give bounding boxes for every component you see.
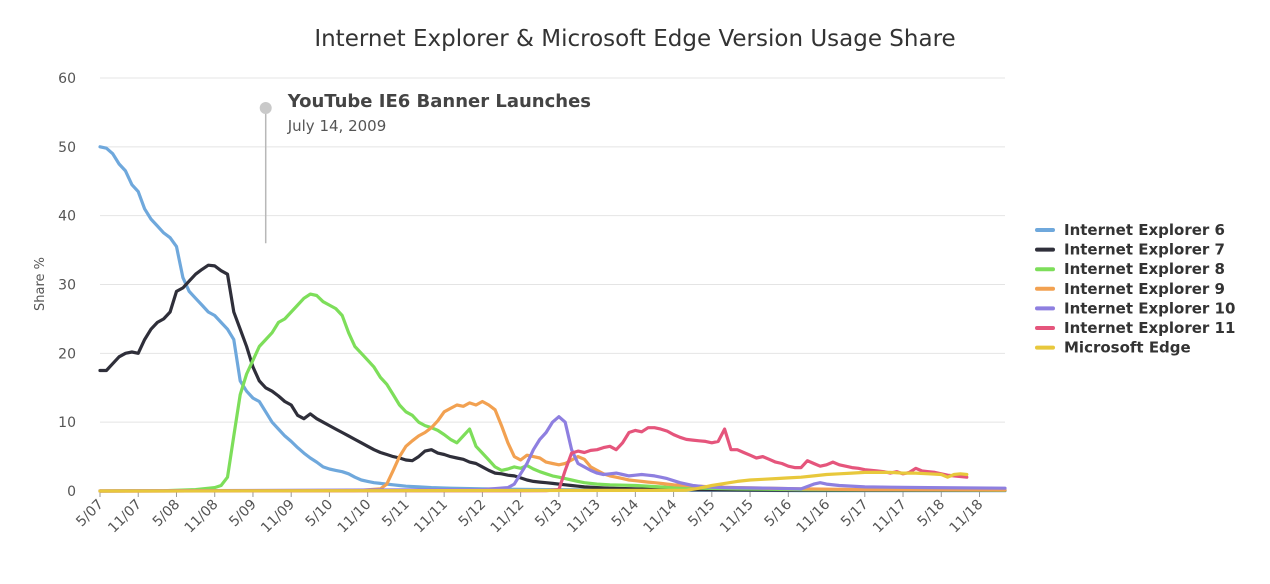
y-tick-label: 60 [58,71,76,87]
legend-item[interactable]: Microsoft Edge [1035,339,1191,357]
y-tick-label: 20 [58,346,76,362]
x-tick-label: 11/18 [946,497,986,537]
chart-title: Internet Explorer & Microsoft Edge Versi… [314,26,955,52]
legend-swatch [1035,306,1055,311]
x-tick-label: 11/13 [564,497,604,537]
series-line-internet-explorer-10 [98,415,1007,493]
x-tick-label: 11/08 [182,497,222,537]
legend-label: Internet Explorer 6 [1064,221,1225,239]
legend-item[interactable]: Internet Explorer 10 [1035,299,1235,317]
series-line-internet-explorer-8 [98,292,1007,493]
legend-item[interactable]: Internet Explorer 11 [1035,319,1235,337]
y-tick-label: 50 [58,140,76,156]
legend-swatch [1035,228,1055,232]
x-tick-label: 5/11 [379,497,413,531]
annotation-marker-dot [259,102,272,114]
x-tick-label: 11/10 [335,497,375,537]
legend-swatch [1035,326,1055,330]
x-tick-label: 5/09 [226,497,260,531]
legend-label: Internet Explorer 11 [1064,319,1235,337]
legend-label: Internet Explorer 9 [1064,280,1225,298]
x-tick-label: 11/07 [105,497,145,537]
legend-swatch [1035,286,1055,291]
x-tick-label: 11/09 [258,497,298,537]
legend-item[interactable]: Internet Explorer 6 [1035,221,1225,239]
y-tick-label: 40 [58,209,76,225]
annotation-date: July 14, 2009 [287,117,387,135]
legend-item[interactable]: Internet Explorer 9 [1035,280,1225,298]
x-tick-label: 5/07 [73,497,107,531]
legend-swatch [1035,267,1055,272]
legend-label: Internet Explorer 7 [1064,241,1225,259]
legend-item[interactable]: Internet Explorer 8 [1035,260,1225,278]
gridlines [100,77,1005,492]
annotation-title: YouTube IE6 Banner Launches [287,91,591,112]
x-tick-label: 5/13 [532,497,566,531]
y-tick-label: 0 [67,484,76,500]
x-tick-label: 5/18 [915,497,949,531]
legend-item[interactable]: Internet Explorer 7 [1035,241,1225,259]
series-lines [98,145,1007,493]
legend-label: Microsoft Edge [1064,339,1191,357]
x-tick-label: 11/12 [488,497,528,537]
legend-swatch [1035,345,1055,350]
x-tick-label: 5/10 [303,497,337,531]
x-tick-label: 5/14 [609,496,643,530]
legend-label: Internet Explorer 10 [1064,299,1235,317]
series-line-microsoft-edge [98,470,969,493]
x-tick-label: 5/08 [150,497,184,531]
x-tick-label: 5/15 [685,497,719,531]
y-tick-label: 10 [58,415,76,431]
x-tick-label: 5/12 [456,497,490,531]
x-tick-label: 11/11 [411,497,451,537]
series-line-internet-explorer-7 [98,263,1007,492]
x-tick-label: 11/16 [794,496,834,536]
x-tick-label: 11/15 [717,497,757,537]
annotation: YouTube IE6 Banner Launches July 14, 200… [259,91,591,244]
x-tick-label: 5/17 [838,497,872,531]
legend-label: Internet Explorer 8 [1064,260,1225,278]
x-tick-label: 11/14 [641,496,681,536]
y-axis-title: Share % [33,257,48,311]
series-line-internet-explorer-9 [98,399,1007,493]
y-tick-labels: 0 10 20 30 40 50 60 [58,71,76,500]
x-tick-label: 5/16 [762,496,796,530]
x-tick-label: 11/17 [870,497,910,537]
legend-swatch [1035,247,1055,252]
series-line-internet-explorer-6 [98,145,1007,493]
y-tick-label: 30 [58,278,76,294]
